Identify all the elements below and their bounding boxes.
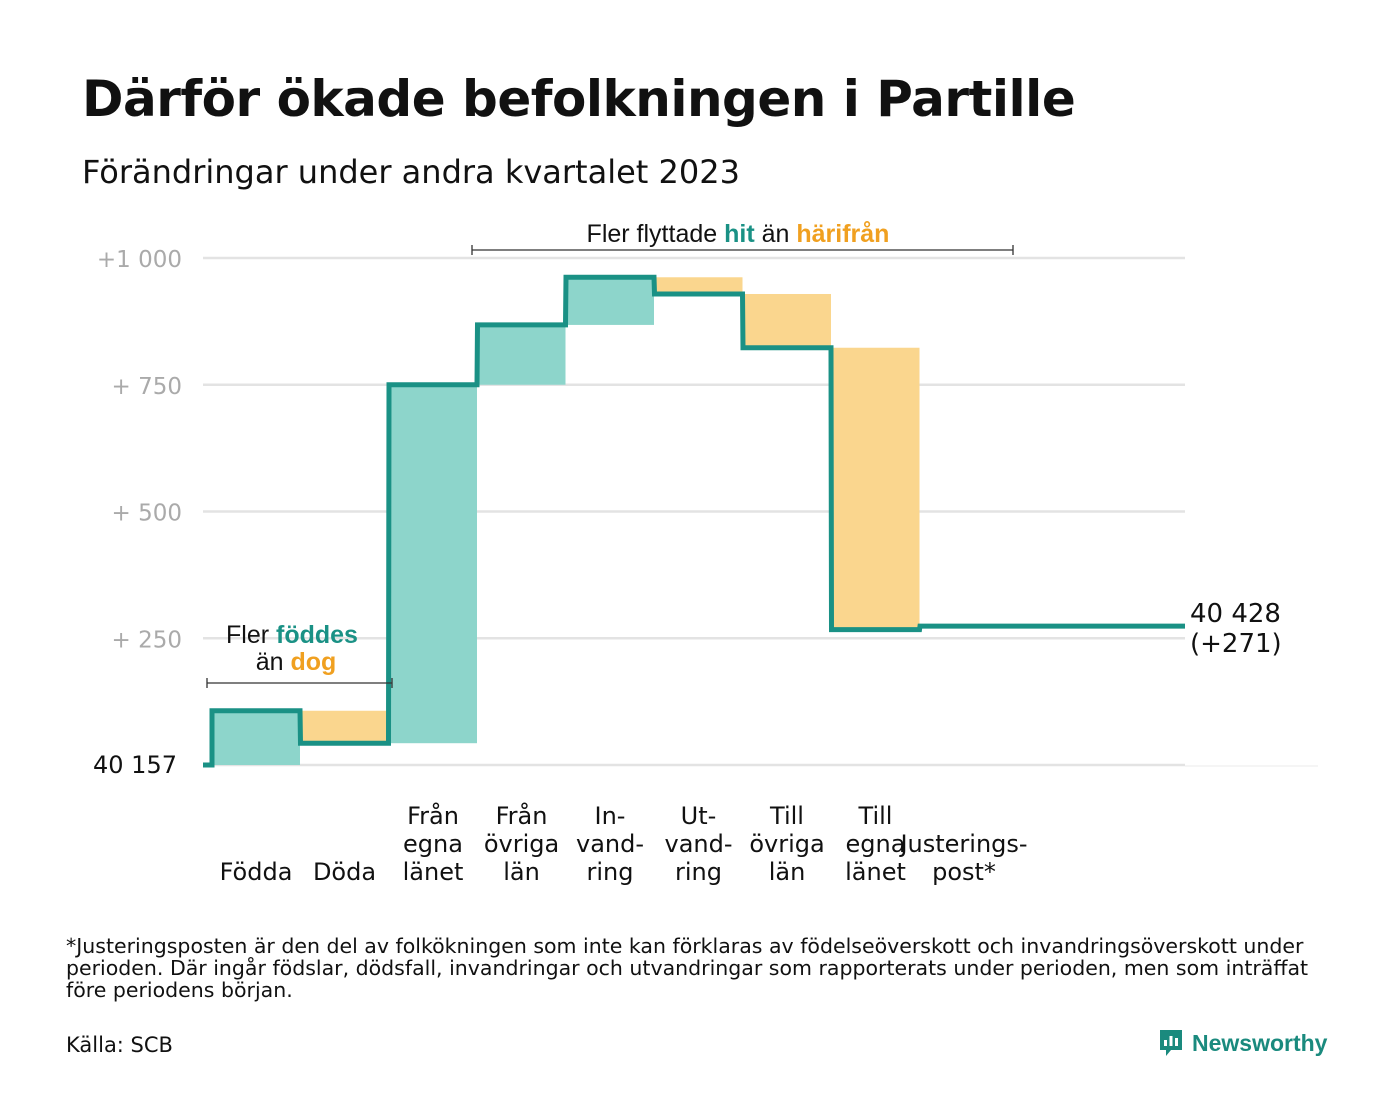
category-label: egna xyxy=(403,830,463,858)
category-label: vand- xyxy=(664,830,732,858)
waterfall-bar xyxy=(389,384,477,744)
moves-bracket xyxy=(471,245,1014,255)
end-value-label: (+271) xyxy=(1190,629,1282,659)
category-label: Döda xyxy=(313,858,376,886)
waterfall-bar xyxy=(300,710,389,744)
category-label: Till xyxy=(858,802,893,830)
brand-logo[interactable]: Newsworthy xyxy=(1158,1028,1327,1058)
category-label: Från xyxy=(496,801,548,830)
category-label: Ut- xyxy=(681,802,717,830)
category-label: Till xyxy=(769,802,804,830)
category-label: In- xyxy=(595,802,626,830)
cumulative-step-line xyxy=(203,274,1185,768)
category-label: ring xyxy=(675,858,722,886)
brand-name: Newsworthy xyxy=(1192,1029,1328,1056)
y-tick-label: +1 000 xyxy=(97,247,182,273)
y-tick-label: + 750 xyxy=(112,374,182,400)
category-label: post* xyxy=(932,858,996,886)
category-label: vand- xyxy=(576,830,644,858)
source-note: Källa: SCB xyxy=(66,1033,173,1057)
chart-bubble-icon xyxy=(1160,1030,1182,1056)
chart-subtitle: Förändringar under andra kvartalet 2023 xyxy=(82,153,740,191)
moves-annotation: Fler flyttade hit än härifrån xyxy=(587,220,890,248)
y-tick-label: + 250 xyxy=(112,627,182,653)
category-label: egna xyxy=(846,830,906,858)
waterfall-bar xyxy=(654,277,743,294)
category-label: Justerings- xyxy=(898,830,1027,858)
births-annotation-line2: än dog xyxy=(256,648,337,676)
births-annotation-line1: Fler föddes xyxy=(226,621,358,649)
births-bracket xyxy=(206,678,393,688)
category-label: län xyxy=(769,858,806,886)
footnote: *Justeringsposten är den del av folkökni… xyxy=(66,934,1309,1002)
baseline-label: 40 157 xyxy=(93,751,177,779)
category-label: övriga xyxy=(484,830,559,858)
category-label: län xyxy=(503,858,540,886)
category-label: övriga xyxy=(749,830,824,858)
category-label: länet xyxy=(845,858,906,886)
waterfall-bar xyxy=(477,324,566,385)
category-label: Från xyxy=(407,801,459,830)
y-tick-label: + 500 xyxy=(112,501,182,527)
end-value-label: 40 428 xyxy=(1190,599,1281,629)
chart-title: Därför ökade befolkningen i Partille xyxy=(82,70,1076,128)
waterfall-bar xyxy=(566,277,654,325)
category-label: Födda xyxy=(220,858,293,886)
waterfall-bar xyxy=(831,347,920,630)
category-label: länet xyxy=(403,858,464,886)
waterfall-bar xyxy=(743,293,831,348)
waterfall-bar xyxy=(212,710,300,765)
category-label: ring xyxy=(587,858,634,886)
